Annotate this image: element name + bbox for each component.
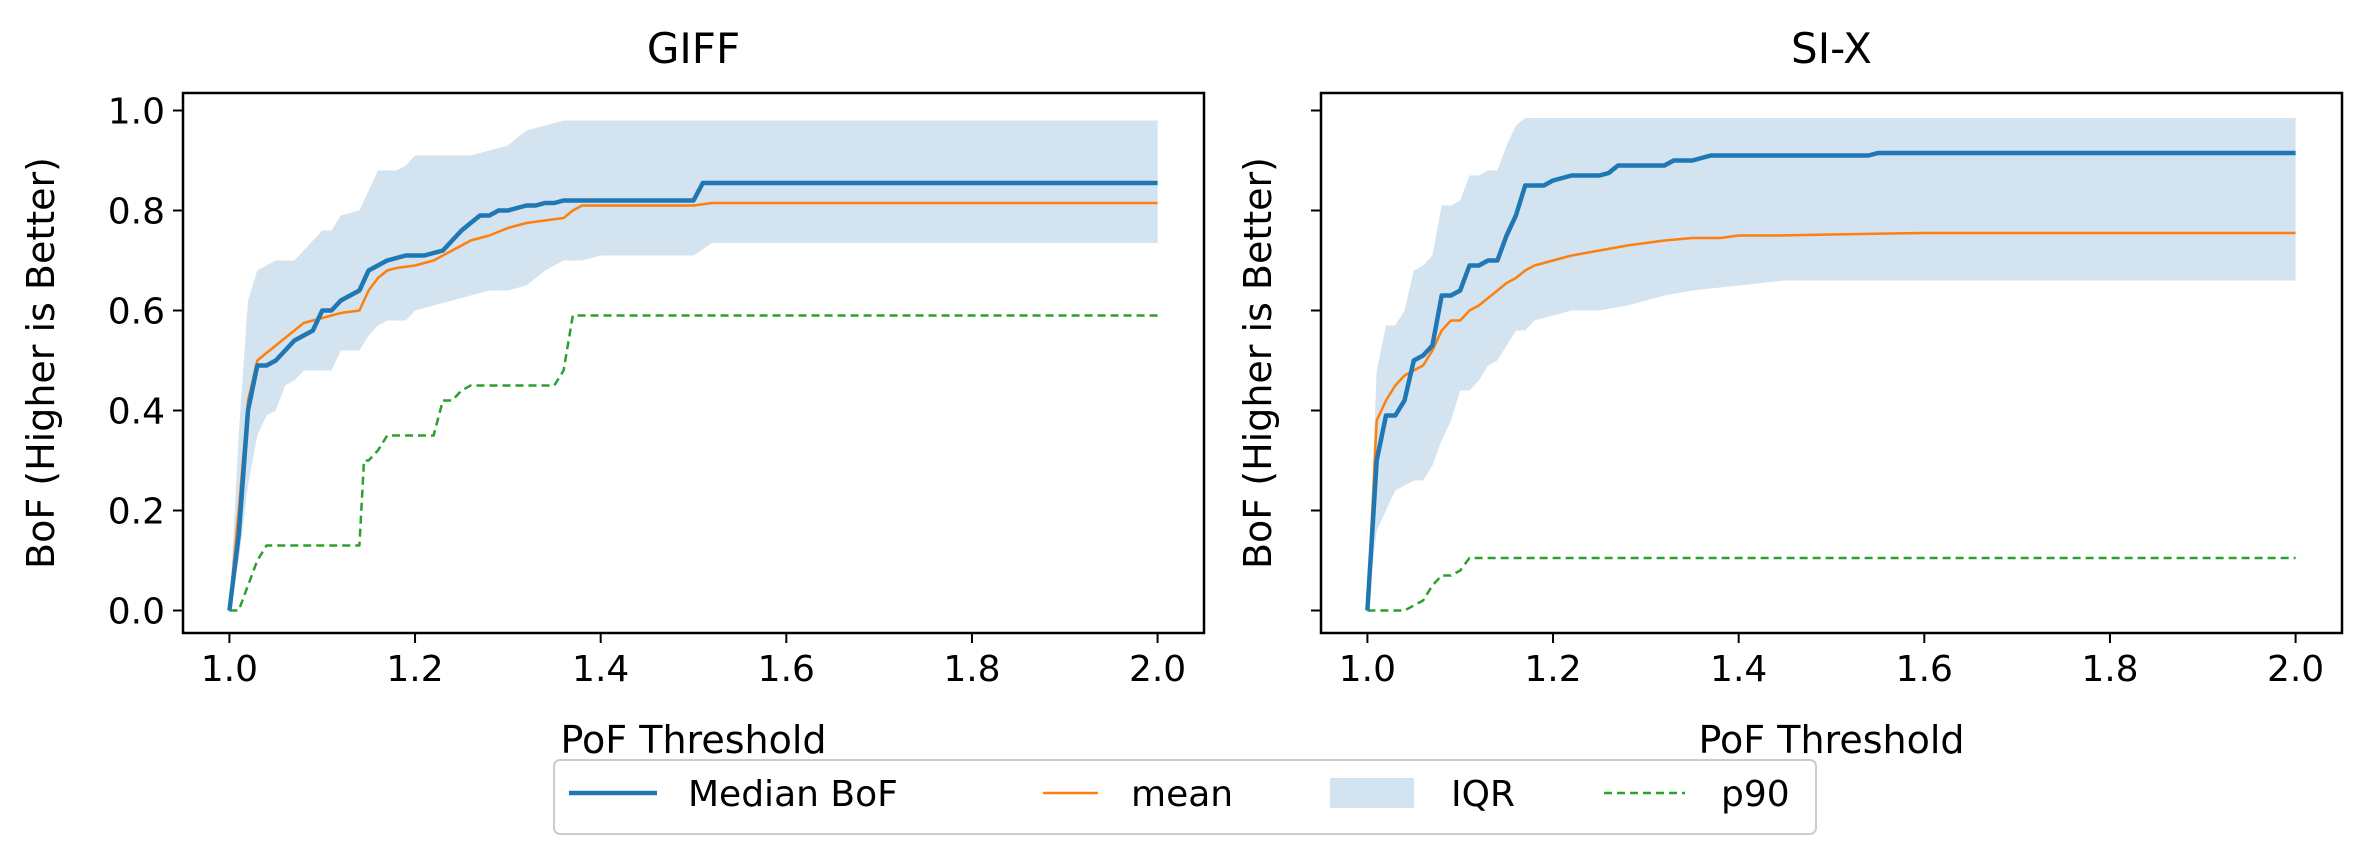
x-tick-label: 1.0 <box>201 649 258 690</box>
y-axis-label: BoF (Higher is Better) <box>19 157 63 569</box>
median-bof-line <box>227 180 1158 611</box>
x-tick-label: 1.8 <box>943 649 1000 690</box>
legend-frame <box>553 759 1817 835</box>
y-axis-label: BoF (Higher is Better) <box>1236 157 1280 569</box>
legend-label-median: Median BoF <box>688 774 898 815</box>
median-bof-line <box>1365 150 2296 611</box>
iqr-band <box>229 120 1158 611</box>
legend-label-mean: mean <box>1131 774 1233 815</box>
legend-swatch-iqr <box>1330 778 1414 808</box>
chart-panel-2: 1.0 1.2 1.4 1.6 1.8 2.0 SI-X PoF Threshold BoF (… <box>1236 24 2344 762</box>
axes-frame <box>1319 91 2344 635</box>
x-tick-label: 1.0 <box>1339 649 1396 690</box>
legend-label-iqr: IQR <box>1451 774 1515 815</box>
x-axis-label: PoF Threshold <box>1698 718 1964 762</box>
p90-line <box>229 314 1158 612</box>
legend: Median BoF mean IQR p90 <box>553 759 1817 835</box>
chart-title: SI-X <box>1791 24 1872 73</box>
x-tick-label: 1.6 <box>758 649 815 690</box>
axes-frame <box>181 91 1206 635</box>
y-tick-label: 0.2 <box>108 492 165 533</box>
mean-line <box>1366 231 2296 611</box>
y-tick-label: 1.0 <box>108 92 165 133</box>
x-tick-label: 1.8 <box>2081 649 2138 690</box>
x-tick-label: 1.6 <box>1896 649 1953 690</box>
mean-line <box>228 201 1158 611</box>
p90-line <box>1367 556 2296 612</box>
y-tick-label: 0.6 <box>108 292 165 333</box>
legend-label-p90: p90 <box>1721 774 1790 815</box>
x-tick-label: 1.4 <box>572 649 629 690</box>
y-tick-label: 0.8 <box>108 192 165 233</box>
x-tick-label: 1.4 <box>1710 649 1767 690</box>
x-tick-label: 1.2 <box>1524 649 1581 690</box>
y-tick-label: 0.4 <box>108 392 165 433</box>
y-tick-label: 0.0 <box>108 592 165 633</box>
chart-panel-1: 1.0 1.2 1.4 1.6 1.8 2.0 0.0 0.2 0.4 0.6 0.8 1.0 GIFF… <box>19 24 1206 762</box>
x-tick-label: 2.0 <box>1129 649 1186 690</box>
x-axis-label: PoF Threshold <box>560 718 826 762</box>
x-tick-label: 1.2 <box>386 649 443 690</box>
chart-title: GIFF <box>647 24 740 73</box>
iqr-band <box>1367 118 2296 611</box>
x-tick-label: 2.0 <box>2267 649 2324 690</box>
